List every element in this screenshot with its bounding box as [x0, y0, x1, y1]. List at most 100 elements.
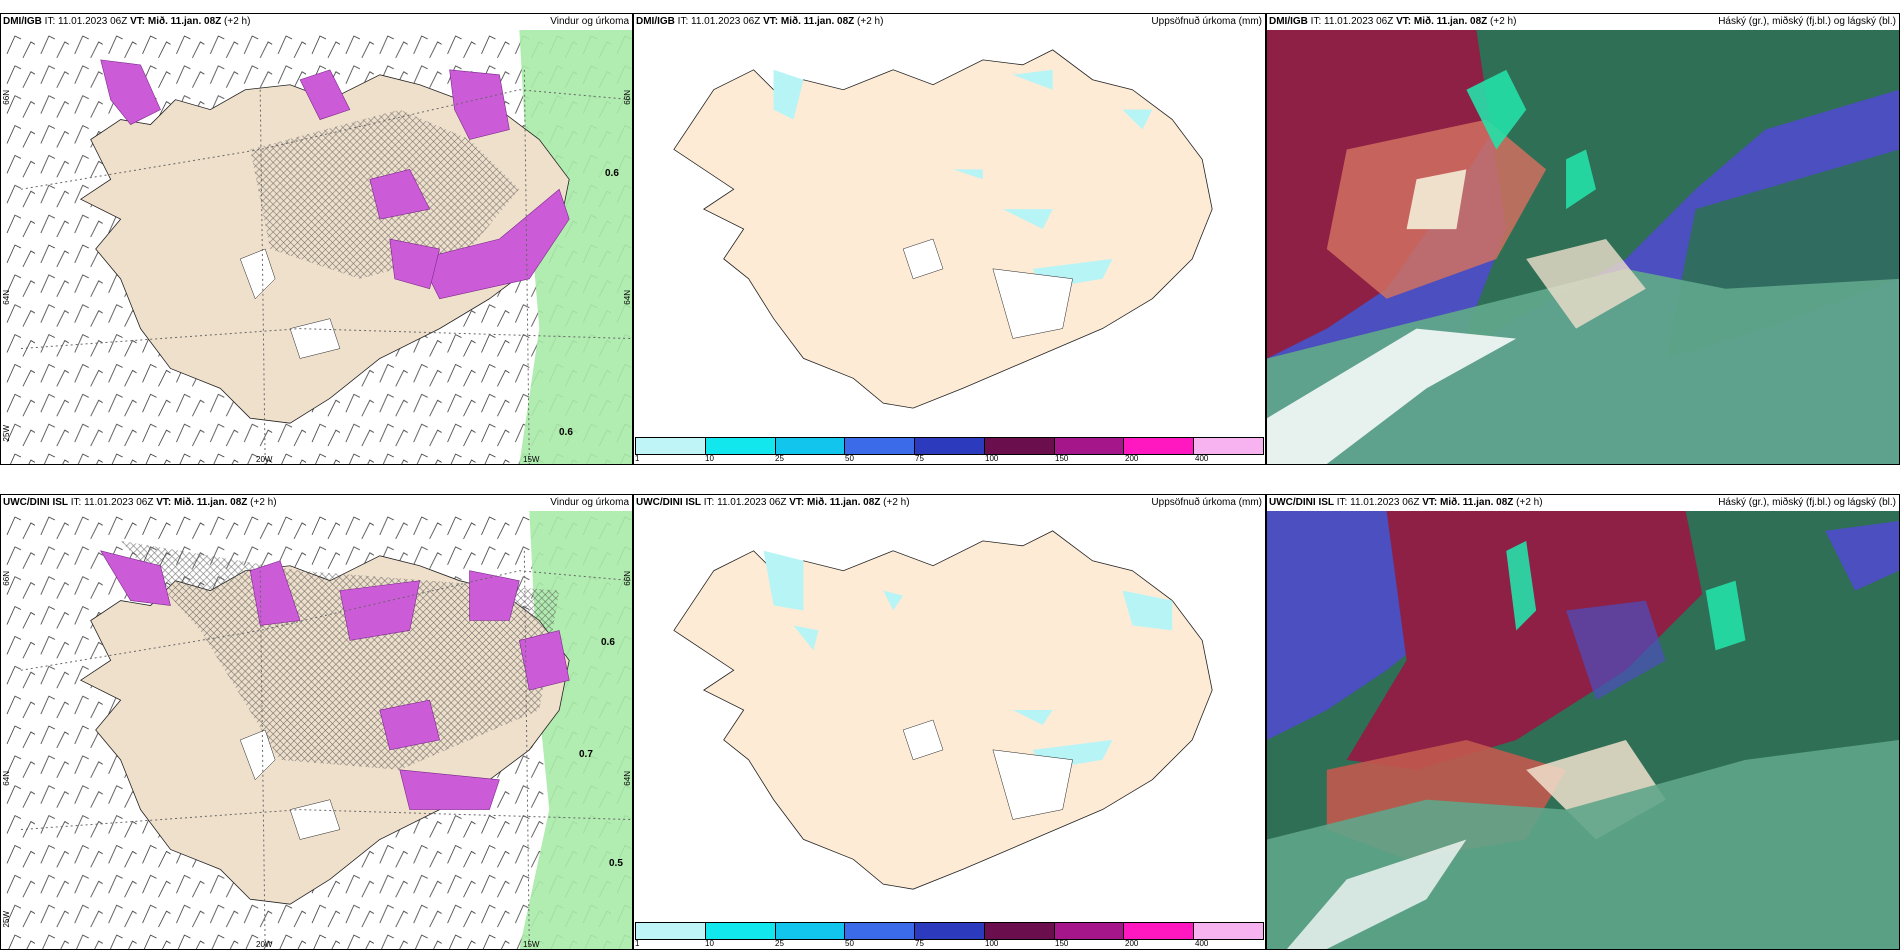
- colorbar-tick: 75: [915, 939, 924, 948]
- lon-label: 20W: [256, 455, 273, 464]
- model-label: UWC/DINI ISL: [636, 497, 701, 508]
- colorbar-tick: 100: [985, 454, 999, 463]
- vt-label: VT: Mið. 11.jan. 08Z: [763, 16, 855, 27]
- colorbar-tick: 10: [705, 939, 714, 948]
- panel-header: UWC/DINI ISL IT: 11.01.2023 06Z VT: Mið.…: [1, 495, 632, 511]
- panel-precip-dmi: DMI/IGB IT: 11.01.2023 06Z VT: Mið. 11.j…: [633, 13, 1266, 465]
- colorbar-tick: 25: [775, 939, 784, 948]
- lat-label: 64N: [623, 771, 632, 786]
- lon-label: 15W: [523, 455, 540, 464]
- precip-colorbar: 1 10 25 50 75 100 150 200 400: [634, 436, 1265, 464]
- it-label: IT:: [703, 497, 715, 508]
- colorbar-cell: [636, 438, 706, 454]
- model-label: UWC/DINI ISL: [3, 497, 68, 508]
- wind-map: 0.6 0.7 0.5 20W 15W 66N 64N 66N 64N 25W: [1, 511, 632, 949]
- it-label: IT:: [44, 16, 56, 27]
- colorbar-cell: [915, 923, 985, 939]
- colorbar-cell: [1054, 923, 1125, 939]
- offset-label: (+2 h): [857, 16, 884, 27]
- panel-header: DMI/IGB IT: 11.01.2023 06Z VT: Mið. 11.j…: [634, 14, 1265, 30]
- cloud-map: [1267, 30, 1899, 464]
- panel-header: UWC/DINI ISL IT: 11.01.2023 06Z VT: Mið.…: [634, 495, 1265, 511]
- colorbar-tick: 150: [1055, 939, 1069, 948]
- colorbar-tick: 1: [635, 939, 640, 948]
- offset-label: (+2 h): [883, 497, 910, 508]
- colorbar-cell: [775, 923, 846, 939]
- precip-map: [634, 30, 1265, 436]
- colorbar-tick: 50: [845, 939, 854, 948]
- offset-label: (+2 h): [1516, 497, 1543, 508]
- it-label: IT:: [70, 497, 82, 508]
- colorbar-cell: [845, 923, 916, 939]
- it-label: IT:: [1336, 497, 1348, 508]
- panel-title: Uppsöfnuð úrkoma (mm): [1151, 16, 1262, 27]
- panel-title: Vindur og úrkoma: [550, 497, 629, 508]
- colorbar-tick: 150: [1055, 454, 1069, 463]
- colorbar-cells: [635, 922, 1264, 940]
- lon-label: 20W: [256, 940, 273, 949]
- wind-value-label: 0.7: [579, 749, 593, 760]
- model-label: DMI/IGB: [3, 16, 42, 27]
- colorbar-cell: [705, 923, 776, 939]
- panel-cloud-dmi: DMI/IGB IT: 11.01.2023 06Z VT: Mið. 11.j…: [1266, 13, 1900, 465]
- offset-label: (+2 h): [224, 16, 251, 27]
- colorbar-cell: [1194, 438, 1264, 454]
- vt-label: VT: Mið. 11.jan. 08Z: [1422, 497, 1514, 508]
- model-label: DMI/IGB: [636, 16, 675, 27]
- colorbar-tick: 100: [985, 939, 999, 948]
- panel-title: Vindur og úrkoma: [550, 16, 629, 27]
- lat-label: 66N: [623, 571, 632, 586]
- lat-label: 64N: [2, 290, 11, 305]
- colorbar-cell: [775, 438, 846, 454]
- vt-label: VT: Mið. 11.jan. 08Z: [156, 497, 248, 508]
- cloud-map: [1267, 511, 1899, 949]
- panel-title: Háský (gr.), miðský (fj.bl.) og lágský (…: [1718, 497, 1896, 508]
- it-value: 11.01.2023 06Z: [1350, 497, 1420, 508]
- vt-label: VT: Mið. 11.jan. 08Z: [789, 497, 881, 508]
- model-label: DMI/IGB: [1269, 16, 1308, 27]
- lat-label: 64N: [623, 290, 632, 305]
- colorbar-cell: [1124, 438, 1195, 454]
- it-value: 11.01.2023 06Z: [58, 16, 128, 27]
- it-value: 11.01.2023 06Z: [717, 497, 787, 508]
- colorbar-cell: [636, 923, 706, 939]
- vt-label: VT: Mið. 11.jan. 08Z: [1396, 16, 1488, 27]
- lon-label: 25W: [2, 425, 11, 442]
- wind-value-label: 0.6: [605, 168, 619, 179]
- offset-label: (+2 h): [250, 497, 277, 508]
- colorbar-cell: [845, 438, 916, 454]
- lat-label: 66N: [623, 90, 632, 105]
- vt-label: VT: Mið. 11.jan. 08Z: [130, 16, 222, 27]
- colorbar-cell: [915, 438, 985, 454]
- it-value: 11.01.2023 06Z: [84, 497, 154, 508]
- panel-precip-uwc: UWC/DINI ISL IT: 11.01.2023 06Z VT: Mið.…: [633, 494, 1266, 950]
- colorbar-cell: [705, 438, 776, 454]
- colorbar-cell: [984, 923, 1055, 939]
- colorbar-tick: 200: [1125, 939, 1139, 948]
- lat-label: 64N: [2, 771, 11, 786]
- wind-value-label: 0.5: [609, 858, 623, 869]
- colorbar-tick: 200: [1125, 454, 1139, 463]
- panel-title: Háský (gr.), miðský (fj.bl.) og lágský (…: [1718, 16, 1896, 27]
- colorbar-tick: 50: [845, 454, 854, 463]
- offset-label: (+2 h): [1490, 16, 1517, 27]
- panel-header: DMI/IGB IT: 11.01.2023 06Z VT: Mið. 11.j…: [1, 14, 632, 30]
- it-value: 11.01.2023 06Z: [691, 16, 761, 27]
- colorbar-cell: [984, 438, 1055, 454]
- colorbar-tick: 400: [1195, 939, 1209, 948]
- panel-header: DMI/IGB IT: 11.01.2023 06Z VT: Mið. 11.j…: [1267, 14, 1899, 30]
- wind-value-label: 0.6: [559, 427, 573, 438]
- colorbar-cell: [1194, 923, 1264, 939]
- panel-title: Uppsöfnuð úrkoma (mm): [1151, 497, 1262, 508]
- it-value: 11.01.2023 06Z: [1324, 16, 1394, 27]
- it-label: IT:: [677, 16, 689, 27]
- colorbar-cell: [1124, 923, 1195, 939]
- panel-header: UWC/DINI ISL IT: 11.01.2023 06Z VT: Mið.…: [1267, 495, 1899, 511]
- colorbar-ticks: 1 10 25 50 75 100 150 200 400: [635, 939, 1264, 949]
- colorbar-tick: 10: [705, 454, 714, 463]
- wind-value-label: 0.6: [601, 637, 615, 648]
- colorbar-tick: 25: [775, 454, 784, 463]
- colorbar-tick: 1: [635, 454, 640, 463]
- lat-label: 66N: [2, 571, 11, 586]
- precip-map: [634, 511, 1265, 921]
